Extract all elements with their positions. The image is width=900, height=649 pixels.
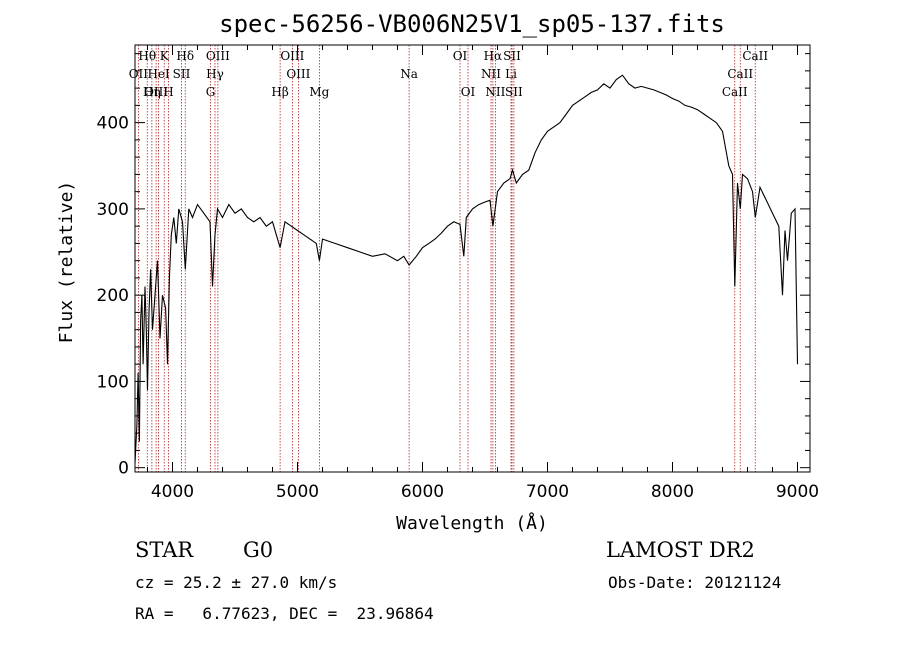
x-tick-label: 5000 [276, 482, 319, 502]
line-marker-label: HeI [147, 67, 170, 81]
line-marker-label: OIII [206, 49, 230, 63]
line-marker-label: Hα [484, 49, 503, 63]
line-marker-label: OI [453, 49, 468, 63]
line-marker-label: H [163, 85, 173, 99]
line-marker-label: SII [503, 49, 521, 63]
line-marker-label: G [206, 85, 216, 99]
y-axis-label: Flux (relative) [56, 181, 77, 344]
line-marker-label: K [160, 49, 170, 63]
observation-date: Obs-Date: 20121124 [608, 573, 782, 592]
line-marker-label: Hβ [271, 85, 288, 99]
x-axis-label: Wavelength (Å) [396, 512, 548, 534]
line-marker-label: Li [505, 67, 517, 81]
line-marker-label: CaII [727, 67, 753, 81]
x-tick-label: 6000 [401, 482, 444, 502]
y-tick-label: 200 [97, 286, 129, 306]
line-marker-label: OII [129, 67, 149, 81]
line-marker-label: OIII [144, 85, 168, 99]
line-marker-label: Hγ [206, 67, 224, 81]
y-tick-label: 100 [97, 372, 129, 392]
y-axis-ticks: 0 100 200 300 400 [97, 53, 810, 479]
line-marker-label: Hδ [176, 49, 194, 63]
line-marker-label: NII [485, 85, 505, 99]
line-marker-label: SII [173, 67, 191, 81]
coordinates: RA = 6.77623, DEC = 23.96864 [135, 604, 434, 623]
chart-title: spec-56256-VB006N25V1_sp05-137.fits [219, 10, 725, 38]
spectrum-series-line [134, 74, 799, 464]
x-tick-label: 4000 [151, 482, 194, 502]
y-tick-label: 300 [97, 200, 129, 220]
line-marker-label: NII [481, 67, 501, 81]
line-marker-label: OIII [286, 67, 310, 81]
line-marker-label: Na [400, 67, 418, 81]
x-tick-label: 9000 [776, 482, 819, 502]
line-marker-label: OI [461, 85, 476, 99]
line-marker-label: Hθ [138, 49, 156, 63]
plot-frame [134, 44, 811, 473]
spectral-subclass: G0 [243, 538, 274, 562]
y-tick-label: 400 [97, 114, 129, 134]
line-marker-label: Hη [143, 85, 161, 99]
y-tick-label: 0 [118, 459, 129, 479]
x-tick-label: 8000 [651, 482, 694, 502]
line-marker-label: SII [505, 85, 523, 99]
x-tick-label: 7000 [526, 482, 569, 502]
line-marker-label: OIII [280, 49, 304, 63]
spectral-class: STAR [135, 538, 194, 562]
survey-name: LAMOST DR2 [606, 538, 755, 562]
line-marker-label: CaII [742, 49, 768, 63]
x-axis-ticks: 4000 5000 6000 7000 8000 9000 [147, 45, 819, 502]
line-markers [137, 45, 756, 472]
line-marker-label: Mg [309, 85, 329, 99]
line-marker-label: CaII [722, 85, 748, 99]
redshift-velocity: cz = 25.2 ± 27.0 km/s [135, 573, 338, 592]
